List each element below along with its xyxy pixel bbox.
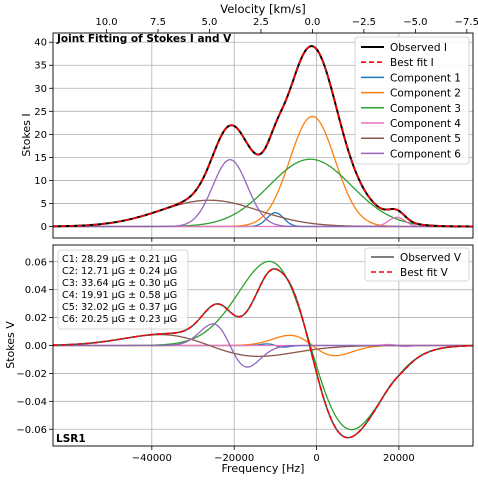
- best-fit-i-line: [53, 45, 473, 228]
- stokes-i-y-tick-label: 25: [34, 107, 47, 118]
- stokes-i-frame: [52, 32, 474, 239]
- legend-label: Best fit V: [400, 267, 449, 279]
- stokes-v-y-tick-label: −0.04: [16, 397, 47, 408]
- stokes-i-panel: 0 5 10 15 20 25 30 35 40 10.0 7.5 5.0 2.5 0.0 −2.5 −5.…: [20, 2, 478, 242]
- panel-title: Joint Fitting of Stokes I and V: [56, 33, 232, 45]
- component-6-i-line: [53, 159, 473, 228]
- field-label-c1: C1: 28.29 μG ± 0.21 μG: [62, 254, 177, 265]
- velocity-tick-label: 7.5: [150, 17, 166, 28]
- velocity-tick-label: 5.0: [202, 17, 218, 28]
- observed-v-line: [53, 268, 473, 439]
- legend-label: Component 3: [390, 103, 461, 115]
- stokes-i-y-tick-label: 20: [34, 130, 47, 141]
- stokes-i-x-ticks: [151, 238, 400, 242]
- stokes-v-ylabel: Stokes V: [4, 321, 17, 369]
- stokes-i-legend: Observed I Best fit I Component 1 Component…: [354, 36, 470, 165]
- lsr-label: LSR1: [56, 433, 86, 445]
- stokes-i-y-tick-label: 15: [34, 153, 47, 164]
- stokes-v-y-tick-label: 0.04: [25, 285, 47, 296]
- frequency-tick-label: −40000: [132, 453, 172, 464]
- stokes-v-y-tick-label: 0.06: [25, 257, 47, 268]
- legend-label: Component 6: [390, 148, 461, 160]
- stokes-v-y-tick-label: −0.06: [16, 425, 47, 436]
- velocity-tick-label: 0.0: [304, 17, 320, 28]
- stokes-v-x-ticks: −40000 −20000 0 20000: [132, 446, 415, 464]
- component-6-v-line: [53, 323, 473, 368]
- stokes-i-y-tick-label: 10: [34, 176, 47, 187]
- legend-label: Observed I: [390, 42, 447, 54]
- velocity-tick-label: 2.5: [253, 17, 269, 28]
- stokes-i-y-tick-label: 35: [34, 61, 47, 72]
- stokes-i-y-tick-label: 30: [34, 84, 47, 95]
- velocity-tick-label: −2.5: [352, 17, 376, 28]
- stokes-v-panel: −0.06 −0.04 −0.02 0.00 0.02 0.04 0.06 −40000 −2…: [4, 244, 474, 475]
- field-strength-box-bg: [57, 249, 189, 330]
- field-label-c4: C4: 19.91 μG ± 0.58 μG: [62, 290, 177, 301]
- field-label-c5: C5: 32.02 μG ± 0.37 μG: [62, 302, 177, 313]
- stokes-i-y-tick-label: 5: [41, 199, 47, 210]
- stokes-v-legend: Observed V Best fit V: [364, 247, 470, 282]
- legend-label: Best fit I: [390, 57, 434, 69]
- velocity-tick-label: −5.0: [403, 17, 427, 28]
- velocity-tick-label: −7.5: [455, 17, 478, 28]
- stokes-i-legend-box: [354, 36, 470, 165]
- velocity-axis-label: Velocity [km/s]: [220, 2, 305, 16]
- stokes-v-y-ticks: −0.06 −0.04 −0.02 0.00 0.02 0.04 0.06: [16, 257, 53, 436]
- field-label-c6: C6: 20.25 μG ± 0.23 μG: [62, 314, 177, 325]
- velocity-axis-ticks: 10.0 7.5 5.0 2.5 0.0 −2.5 −5.0 −7.5: [95, 17, 478, 33]
- stokes-i-components: [53, 115, 473, 228]
- legend-label: Observed V: [400, 252, 462, 264]
- stokes-i-ylabel: Stokes I: [20, 113, 33, 156]
- velocity-tick-label: 10.0: [95, 17, 117, 28]
- field-label-c3: C3: 33.64 μG ± 0.30 μG: [62, 278, 177, 289]
- field-strength-box: C1: 28.29 μG ± 0.21 μG C2: 12.71 μG ± 0.…: [57, 249, 189, 330]
- frequency-tick-label: 0: [313, 453, 319, 464]
- frequency-axis-label: Frequency [Hz]: [222, 462, 305, 475]
- stokes-i-y-tick-label: 40: [34, 38, 47, 49]
- frequency-tick-label: −20000: [214, 453, 254, 464]
- field-label-c2: C2: 12.71 μG ± 0.24 μG: [62, 266, 177, 277]
- stokes-v-y-tick-label: −0.02: [16, 369, 47, 380]
- legend-label: Component 4: [390, 118, 461, 130]
- stokes-v-y-tick-label: 0.00: [25, 341, 47, 352]
- legend-label: Component 1: [390, 72, 461, 84]
- stokes-i-y-tick-label: 0: [41, 222, 47, 233]
- stokes-v-y-tick-label: 0.02: [25, 313, 47, 324]
- legend-label: Component 5: [390, 133, 461, 145]
- frequency-tick-label: 20000: [383, 453, 415, 464]
- legend-label: Component 2: [390, 88, 461, 100]
- stokes-i-y-ticks: 0 5 10 15 20 25 30 35 40: [34, 38, 53, 233]
